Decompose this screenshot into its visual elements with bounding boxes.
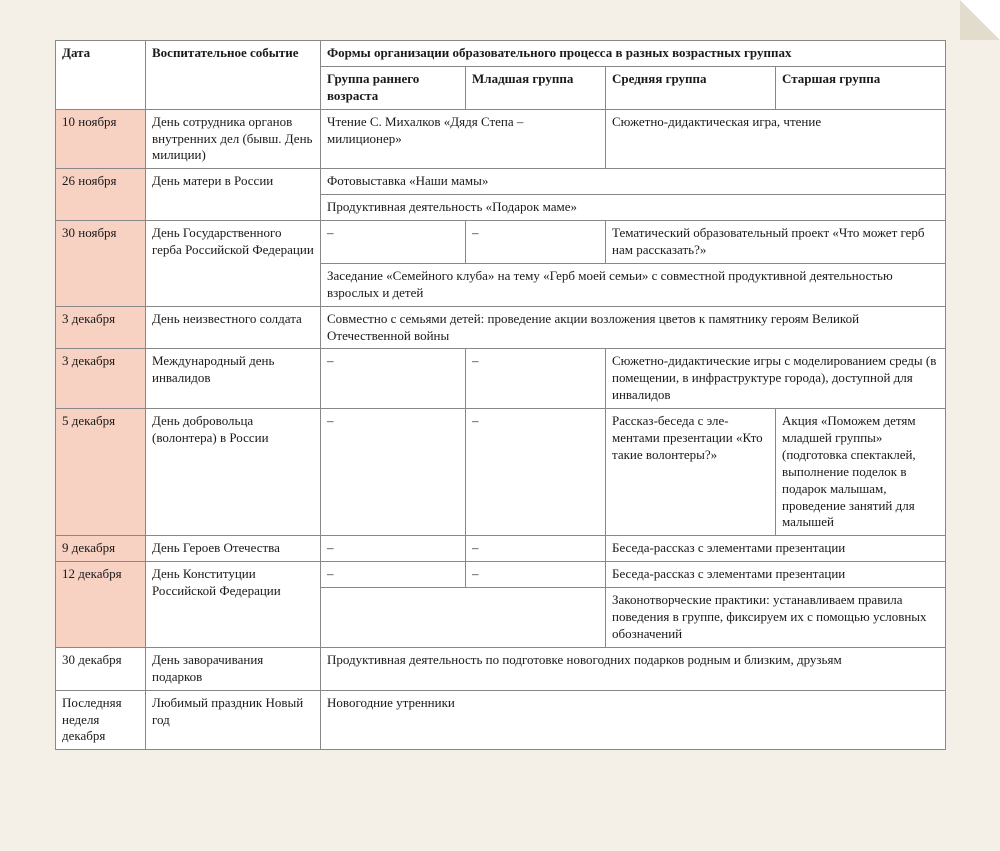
cell-content: Сюжетно-дидактические игры с моделирован…	[606, 349, 946, 409]
table-row: 5 декабря День добровольца (волонтера) в…	[56, 409, 946, 536]
col-group1-header: Группа раннего возраста	[321, 66, 466, 109]
table-row: 12 декабря День Конституции Российской Ф…	[56, 562, 946, 588]
cell-content: Рассказ-беседа с эле­ментами презентации…	[606, 409, 776, 536]
table-container: Дата Воспитательное со­бытие Формы орган…	[0, 0, 1000, 780]
cell-event: День добровольца (волонтера) в России	[146, 409, 321, 536]
table-row: 3 декабря Международный день инвалидов –…	[56, 349, 946, 409]
cell-event: День Конституции Российской Федерации	[146, 562, 321, 648]
table-header-row-1: Дата Воспитательное со­бытие Формы орган…	[56, 41, 946, 67]
schedule-table: Дата Воспитательное со­бытие Формы орган…	[55, 40, 946, 750]
cell-event: День сотрудника органов внутренних дел (…	[146, 109, 321, 169]
table-row: 30 ноября День Государствен­но­го герба …	[56, 221, 946, 264]
cell-content: –	[321, 409, 466, 536]
cell-content: Беседа-рассказ с элементами презентации	[606, 562, 946, 588]
col-forms-header: Формы организации образовательного проце…	[321, 41, 946, 67]
cell-content: –	[321, 221, 466, 264]
cell-content: Акция «Поможем детям младшей группы» (по…	[776, 409, 946, 536]
table-row: Последняя неделя декабря Любимый праздни…	[56, 690, 946, 750]
cell-content: –	[466, 349, 606, 409]
cell-content: –	[321, 536, 466, 562]
cell-date: 30 ноября	[56, 221, 146, 307]
col-event-header: Воспитательное со­бытие	[146, 41, 321, 110]
table-row: 10 ноября День сотрудника органов внутре…	[56, 109, 946, 169]
cell-date: 3 декабря	[56, 306, 146, 349]
col-group4-header: Старшая группа	[776, 66, 946, 109]
cell-content: –	[321, 349, 466, 409]
cell-content: Продуктивная деятельность по подготовке …	[321, 647, 946, 690]
cell-content: –	[466, 409, 606, 536]
cell-date: 12 декабря	[56, 562, 146, 648]
table-row: 9 декабря День Героев Отечества – – Бесе…	[56, 536, 946, 562]
cell-content: Продуктивная деятельность «Подарок маме»	[321, 195, 946, 221]
cell-content: Законотворческие практики: устанавливаем…	[606, 588, 946, 648]
cell-event: День неизвестного солдата	[146, 306, 321, 349]
cell-content: Заседание «Семейного клуба» на тему «Гер…	[321, 263, 946, 306]
cell-event: День Государствен­но­го герба Российской…	[146, 221, 321, 307]
cell-content: –	[466, 562, 606, 588]
cell-content: Фотовыставка «Наши мамы»	[321, 169, 946, 195]
cell-content: –	[466, 536, 606, 562]
cell-event: Любимый праздник Новый год	[146, 690, 321, 750]
cell-date: 5 декабря	[56, 409, 146, 536]
col-date-header: Дата	[56, 41, 146, 110]
page-fold	[960, 0, 1000, 40]
cell-date: Последняя неделя декабря	[56, 690, 146, 750]
cell-date: 3 декабря	[56, 349, 146, 409]
cell-date: 10 ноября	[56, 109, 146, 169]
cell-date: 9 декабря	[56, 536, 146, 562]
cell-event: Международный день инвалидов	[146, 349, 321, 409]
cell-date: 26 ноября	[56, 169, 146, 221]
col-group3-header: Средняя группа	[606, 66, 776, 109]
col-group2-header: Младшая группа	[466, 66, 606, 109]
cell-event: День заворачивания подарков	[146, 647, 321, 690]
cell-content	[321, 588, 606, 648]
cell-content: Тематический образовательный проект «Что…	[606, 221, 946, 264]
cell-content: Чтение С. Михалков «Дядя Степа – милицио…	[321, 109, 606, 169]
cell-date: 30 декабря	[56, 647, 146, 690]
table-row: 3 декабря День неизвестного солдата Совм…	[56, 306, 946, 349]
table-row: 30 декабря День заворачивания подарков П…	[56, 647, 946, 690]
cell-event: День Героев Отечества	[146, 536, 321, 562]
cell-event: День матери в России	[146, 169, 321, 221]
cell-content: Новогодние утренники	[321, 690, 946, 750]
cell-content: –	[466, 221, 606, 264]
cell-content: Сюжетно-дидактическая игра, чтение	[606, 109, 946, 169]
cell-content: Совместно с семьями детей: проведение ак…	[321, 306, 946, 349]
cell-content: –	[321, 562, 466, 588]
table-row: 26 ноября День матери в России Фотовыста…	[56, 169, 946, 195]
cell-content: Беседа-рассказ с элементами презентации	[606, 536, 946, 562]
